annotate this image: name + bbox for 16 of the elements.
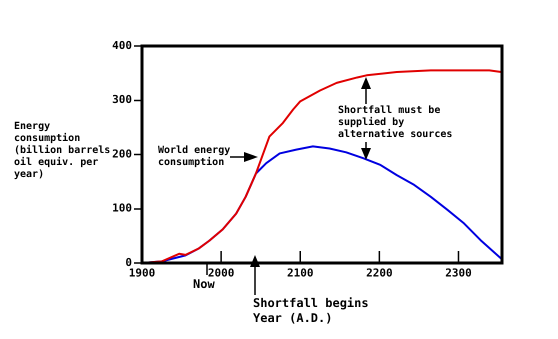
x-axis-title: Year (A.D.) [253,311,332,326]
y-tick-label: 100 [112,202,132,215]
text: Now [193,277,215,292]
annotation: World energy consumption [158,145,232,169]
x-tick-label: 1900 [128,266,156,280]
y-axis-title: Energy consumption (billion barrels oil equiv. per year) [14,121,112,181]
y-tick-label: 0 [125,256,132,269]
text: Shortfall begins [253,296,369,310]
y-tick-label: 200 [112,147,132,160]
y-tick-label: 300 [112,93,132,106]
x-tick-label: 2100 [286,266,314,280]
y-tick-label: 400 [112,38,132,52]
x-tick-label: 2000 [208,266,234,280]
annotation: Shortfall must be supplied by alternative sources [338,105,454,141]
x-tick-label: 2200 [366,266,393,280]
x-tick-label: 2300 [445,266,472,280]
